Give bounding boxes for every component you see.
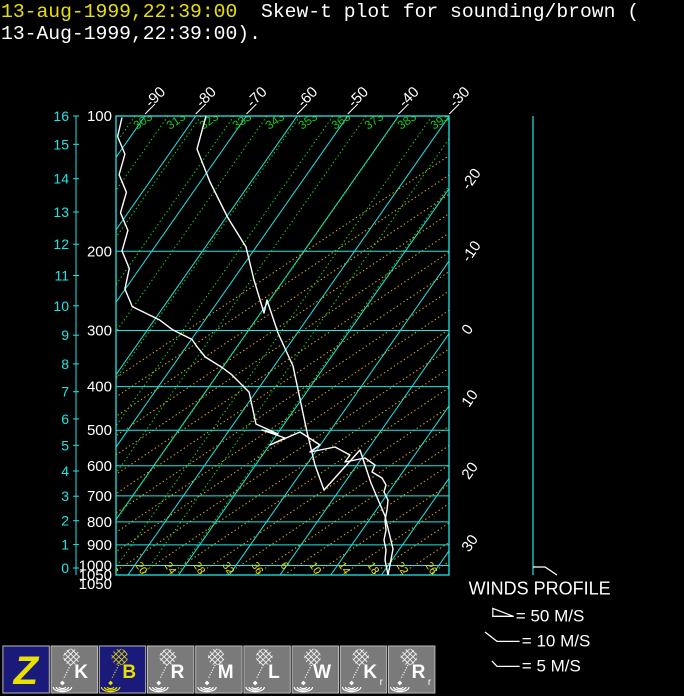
svg-text:K: K	[74, 662, 88, 683]
svg-text:WINDS PROFILE: WINDS PROFILE	[469, 579, 611, 599]
svg-text:600: 600	[87, 458, 112, 475]
svg-text:= 50 M/S: = 50 M/S	[516, 606, 585, 625]
svg-text:8: 8	[61, 356, 69, 372]
svg-text:400: 400	[87, 379, 112, 396]
svg-text:1: 1	[61, 537, 69, 553]
svg-text:R: R	[412, 662, 426, 683]
svg-text:M: M	[218, 662, 234, 683]
svg-text:0: 0	[61, 560, 69, 576]
svg-text:14: 14	[53, 171, 69, 187]
svg-text:100: 100	[87, 108, 112, 125]
svg-text:300: 300	[87, 323, 112, 340]
svg-text:15: 15	[53, 136, 69, 152]
svg-text:B: B	[122, 662, 136, 683]
svg-text:800: 800	[87, 514, 112, 531]
svg-text:16: 16	[53, 108, 69, 124]
svg-text:Skew-t plot for sounding/brown: Skew-t plot for sounding/brown (	[261, 1, 639, 23]
svg-text:200: 200	[87, 243, 112, 260]
svg-text:9: 9	[61, 327, 69, 343]
svg-text:= 5 M/S: = 5 M/S	[522, 656, 581, 675]
svg-text:R: R	[171, 662, 185, 683]
svg-text:2: 2	[61, 513, 69, 529]
svg-text:10: 10	[53, 298, 69, 314]
svg-text:500: 500	[87, 422, 112, 439]
svg-text:4: 4	[61, 463, 69, 479]
svg-text:6: 6	[61, 411, 69, 427]
svg-text:900: 900	[87, 537, 112, 554]
svg-text:L: L	[268, 662, 280, 683]
svg-text:11: 11	[54, 268, 69, 284]
svg-text:12: 12	[53, 236, 69, 252]
svg-text:Z: Z	[13, 649, 40, 693]
svg-text:5: 5	[61, 437, 69, 453]
svg-text:= 10 M/S: = 10 M/S	[522, 631, 591, 650]
svg-text:700: 700	[87, 488, 112, 505]
svg-text:7: 7	[61, 384, 69, 400]
svg-text:W: W	[313, 662, 331, 683]
svg-text:K: K	[363, 662, 377, 683]
svg-text:1000: 1000	[79, 558, 112, 575]
svg-text:13-Aug-1999,22:39:00).: 13-Aug-1999,22:39:00).	[1, 23, 261, 45]
svg-text:13: 13	[53, 204, 69, 220]
svg-text:3: 3	[61, 488, 69, 504]
svg-text:13-aug-1999,22:39:00: 13-aug-1999,22:39:00	[1, 1, 237, 23]
svg-text:1050: 1050	[79, 576, 112, 593]
